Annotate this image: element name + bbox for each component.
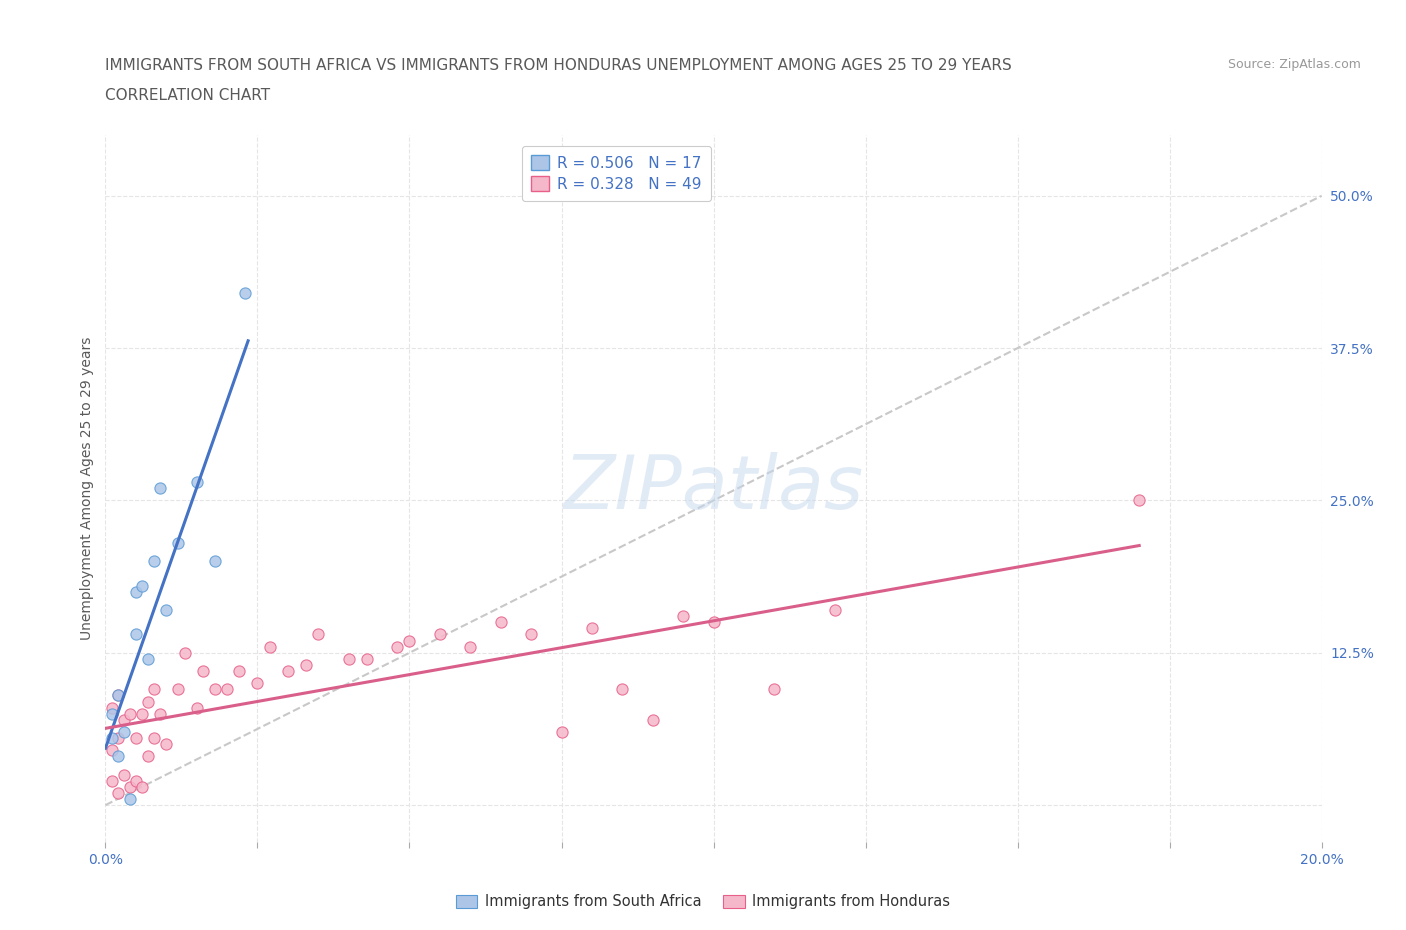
- Point: [186, 700, 208, 715]
- Point: [612, 682, 634, 697]
- Point: [136, 651, 159, 666]
- Point: [125, 627, 148, 642]
- Point: [107, 749, 129, 764]
- Point: [204, 682, 226, 697]
- Point: [233, 286, 256, 300]
- Point: [277, 664, 299, 679]
- Point: [458, 639, 481, 654]
- Point: [641, 712, 664, 727]
- Point: [398, 633, 420, 648]
- Point: [100, 773, 122, 788]
- Point: [191, 664, 214, 679]
- Text: Source: ZipAtlas.com: Source: ZipAtlas.com: [1227, 58, 1361, 71]
- Point: [824, 603, 846, 618]
- Point: [131, 706, 153, 721]
- Point: [100, 743, 122, 758]
- Point: [118, 706, 141, 721]
- Text: ZIPatlas: ZIPatlas: [564, 452, 863, 525]
- Point: [581, 621, 603, 636]
- Point: [307, 627, 329, 642]
- Point: [143, 682, 166, 697]
- Legend: R = 0.506   N = 17, R = 0.328   N = 49: R = 0.506 N = 17, R = 0.328 N = 49: [522, 146, 710, 201]
- Point: [356, 651, 378, 666]
- Point: [107, 786, 129, 801]
- Point: [131, 578, 153, 593]
- Point: [259, 639, 281, 654]
- Point: [520, 627, 543, 642]
- Point: [167, 536, 190, 551]
- Point: [204, 554, 226, 569]
- Point: [155, 737, 177, 751]
- Point: [100, 700, 122, 715]
- Point: [429, 627, 451, 642]
- Point: [143, 554, 166, 569]
- Point: [387, 639, 409, 654]
- Point: [118, 779, 141, 794]
- Point: [702, 615, 725, 630]
- Point: [136, 749, 159, 764]
- Text: IMMIGRANTS FROM SOUTH AFRICA VS IMMIGRANTS FROM HONDURAS UNEMPLOYMENT AMONG AGES: IMMIGRANTS FROM SOUTH AFRICA VS IMMIGRAN…: [105, 58, 1012, 73]
- Point: [136, 694, 159, 709]
- Point: [125, 584, 148, 599]
- Point: [107, 688, 129, 703]
- Y-axis label: Unemployment Among Ages 25 to 29 years: Unemployment Among Ages 25 to 29 years: [80, 337, 94, 640]
- Point: [100, 706, 122, 721]
- Point: [131, 779, 153, 794]
- Point: [107, 731, 129, 746]
- Point: [672, 609, 695, 624]
- Point: [125, 731, 148, 746]
- Point: [112, 767, 135, 782]
- Point: [118, 791, 141, 806]
- Point: [246, 676, 269, 691]
- Point: [186, 474, 208, 489]
- Point: [143, 731, 166, 746]
- Text: CORRELATION CHART: CORRELATION CHART: [105, 88, 270, 103]
- Point: [763, 682, 786, 697]
- Point: [337, 651, 360, 666]
- Point: [173, 645, 195, 660]
- Point: [100, 731, 122, 746]
- Point: [149, 481, 172, 496]
- Point: [149, 706, 172, 721]
- Point: [489, 615, 512, 630]
- Point: [1128, 493, 1150, 508]
- Point: [295, 658, 318, 672]
- Point: [228, 664, 250, 679]
- Point: [125, 773, 148, 788]
- Point: [155, 603, 177, 618]
- Point: [112, 724, 135, 739]
- Point: [112, 712, 135, 727]
- Point: [550, 724, 572, 739]
- Point: [167, 682, 190, 697]
- Point: [107, 688, 129, 703]
- Legend: Immigrants from South Africa, Immigrants from Honduras: Immigrants from South Africa, Immigrants…: [450, 888, 956, 915]
- Point: [217, 682, 239, 697]
